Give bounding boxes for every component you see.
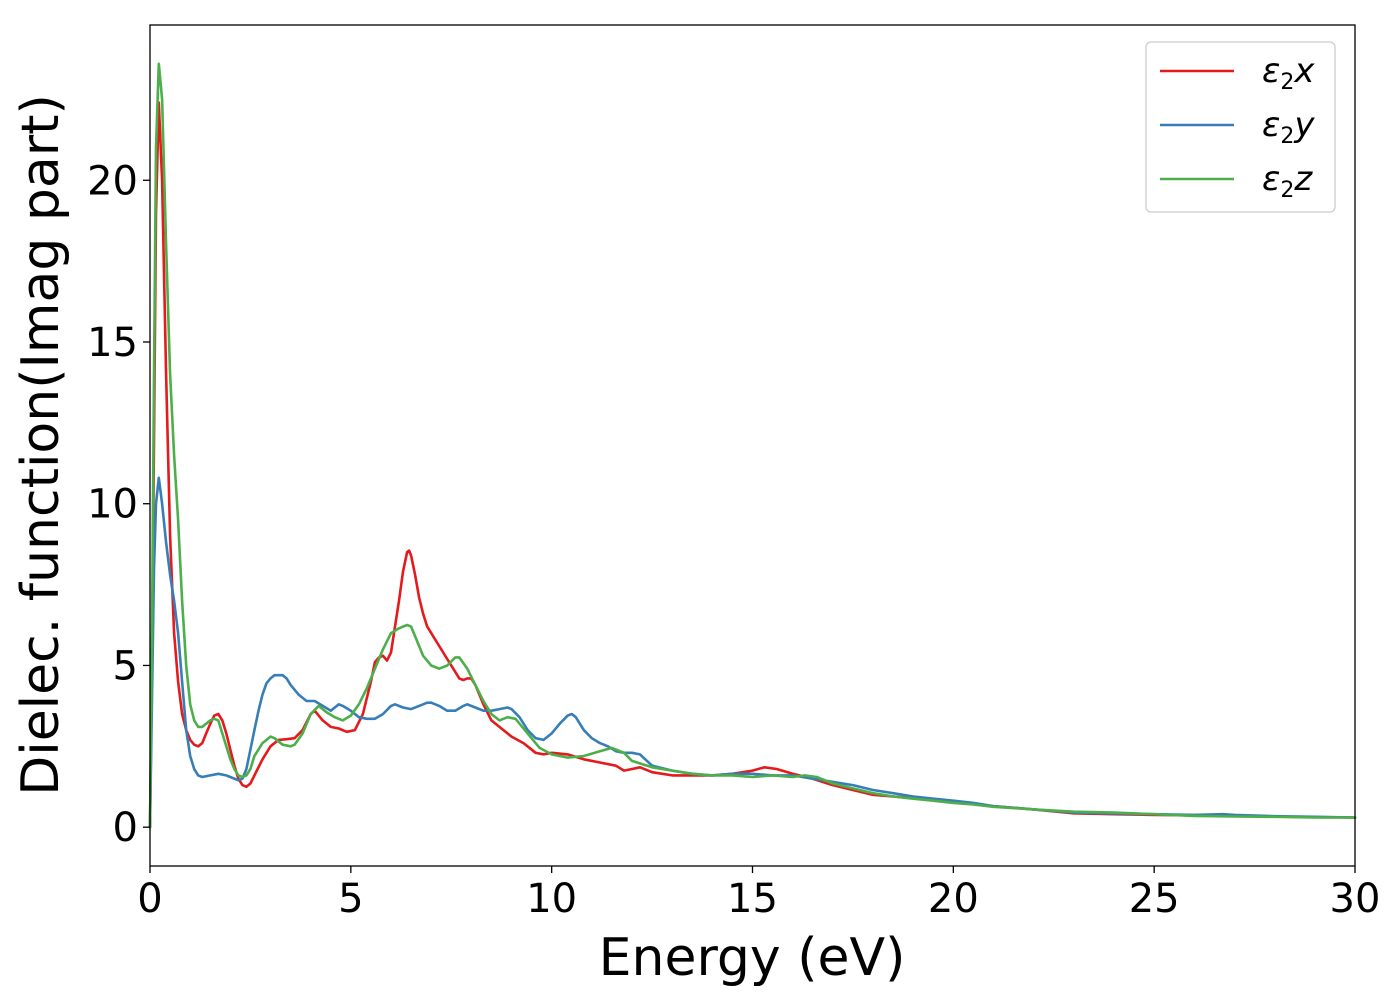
y-tick-label: 15 <box>87 320 138 366</box>
x-tick-label: 0 <box>137 876 162 922</box>
y-axis-title: Dielec. function(Imag part) <box>11 94 71 796</box>
x-tick-label: 30 <box>1330 876 1381 922</box>
x-tick-label: 25 <box>1129 876 1180 922</box>
legend-label-2: ε2z <box>1262 159 1313 203</box>
legend-label-0: ε2x <box>1262 51 1315 95</box>
legend-box <box>1145 41 1336 213</box>
y-tick-label: 10 <box>87 482 138 528</box>
x-tick-label: 20 <box>928 876 979 922</box>
y-axis: 0 5 10 15 20 <box>87 158 150 851</box>
y-tick-label: 20 <box>87 158 138 204</box>
legend-label-1: ε2y <box>1262 105 1315 149</box>
x-tick-label: 5 <box>338 876 363 922</box>
x-axis-title: Energy (eV) <box>599 928 906 988</box>
legend: ε2x ε2y ε2z <box>1145 41 1336 213</box>
series-layer <box>148 62 1357 829</box>
y-tick-label: 0 <box>113 805 138 851</box>
x-tick-label: 15 <box>727 876 778 922</box>
x-axis: 0 5 10 15 20 25 30 <box>137 866 1380 922</box>
series-line-2 <box>148 62 1357 829</box>
y-tick-label: 5 <box>113 643 138 689</box>
x-tick-label: 10 <box>526 876 577 922</box>
